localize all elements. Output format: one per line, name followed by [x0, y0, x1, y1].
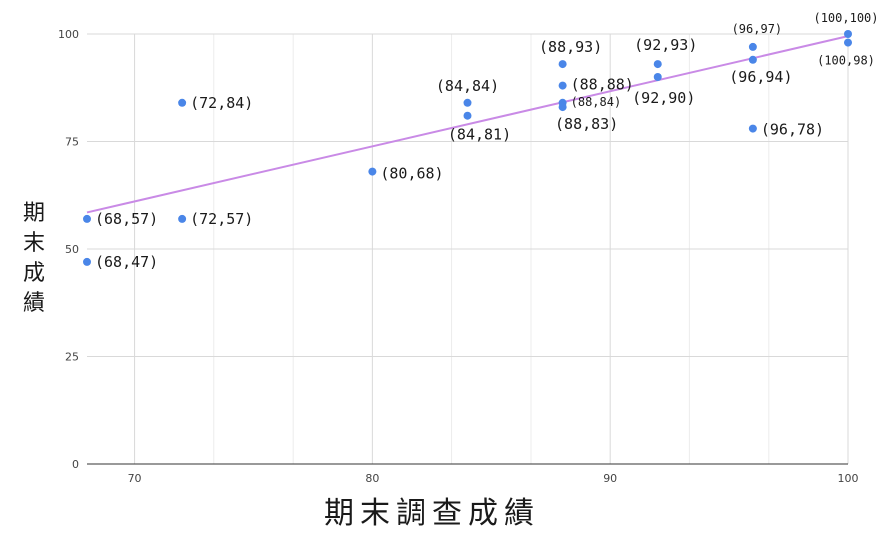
- y-tick-label: 0: [72, 458, 79, 471]
- data-label: (68,57): [95, 210, 158, 228]
- data-point: [844, 38, 852, 47]
- gridlines: [87, 33, 849, 464]
- data-point: [368, 167, 377, 176]
- data-label: (72,57): [190, 210, 253, 228]
- x-axis-title: 期末調查成績: [324, 496, 540, 531]
- data-point: [558, 81, 567, 90]
- data-label: (80,68): [380, 165, 443, 183]
- y-tick-label: 75: [65, 136, 79, 149]
- data-point: [83, 257, 91, 266]
- data-point: [83, 214, 91, 223]
- trendline: [86, 35, 849, 214]
- data-point: [558, 60, 567, 69]
- data-point: [463, 111, 472, 120]
- data-point: [748, 124, 757, 133]
- data-label: (88,84): [571, 95, 622, 109]
- data-point: [844, 30, 852, 38]
- y-axis-title: 期末成績: [23, 201, 45, 316]
- data-label: (96,78): [761, 121, 824, 139]
- x-tick-label: 80: [365, 472, 379, 485]
- data-labels: (68,57) (68,47) (72,84) (72,57) (80,68) (84,8…: [95, 11, 879, 271]
- data-label: (84,84): [436, 77, 499, 95]
- y-tick-label: 100: [58, 28, 79, 41]
- x-tick-label: 70: [128, 472, 142, 485]
- data-points: [83, 30, 852, 266]
- data-label: (88,93): [539, 38, 602, 56]
- tick-labels: 70 80 90 100 0 25 50 75 100: [58, 28, 859, 485]
- x-tick-label: 100: [838, 472, 859, 485]
- trendline-group: [86, 35, 849, 214]
- data-point: [178, 214, 187, 223]
- x-tick-label: 90: [603, 472, 617, 485]
- data-label: (72,84): [190, 94, 253, 112]
- data-label: (84,81): [448, 126, 511, 144]
- data-label: (96,97): [732, 22, 783, 36]
- data-label: (100,100): [813, 11, 878, 25]
- data-label: (88,83): [555, 115, 618, 133]
- data-point: [463, 98, 472, 107]
- data-point: [748, 55, 757, 64]
- data-label: (92,90): [632, 89, 695, 107]
- y-tick-label: 25: [65, 351, 79, 364]
- data-point: [653, 60, 662, 69]
- data-label: (96,94): [729, 68, 792, 86]
- data-label: (92,93): [634, 36, 697, 54]
- y-tick-label: 50: [65, 243, 79, 256]
- data-point: [748, 42, 757, 51]
- data-point: [653, 73, 662, 81]
- data-label: (88,88): [571, 76, 634, 94]
- data-label: (100,98): [817, 54, 875, 68]
- data-point: [178, 98, 187, 107]
- data-point: [558, 103, 567, 112]
- data-label: (68,47): [95, 253, 158, 271]
